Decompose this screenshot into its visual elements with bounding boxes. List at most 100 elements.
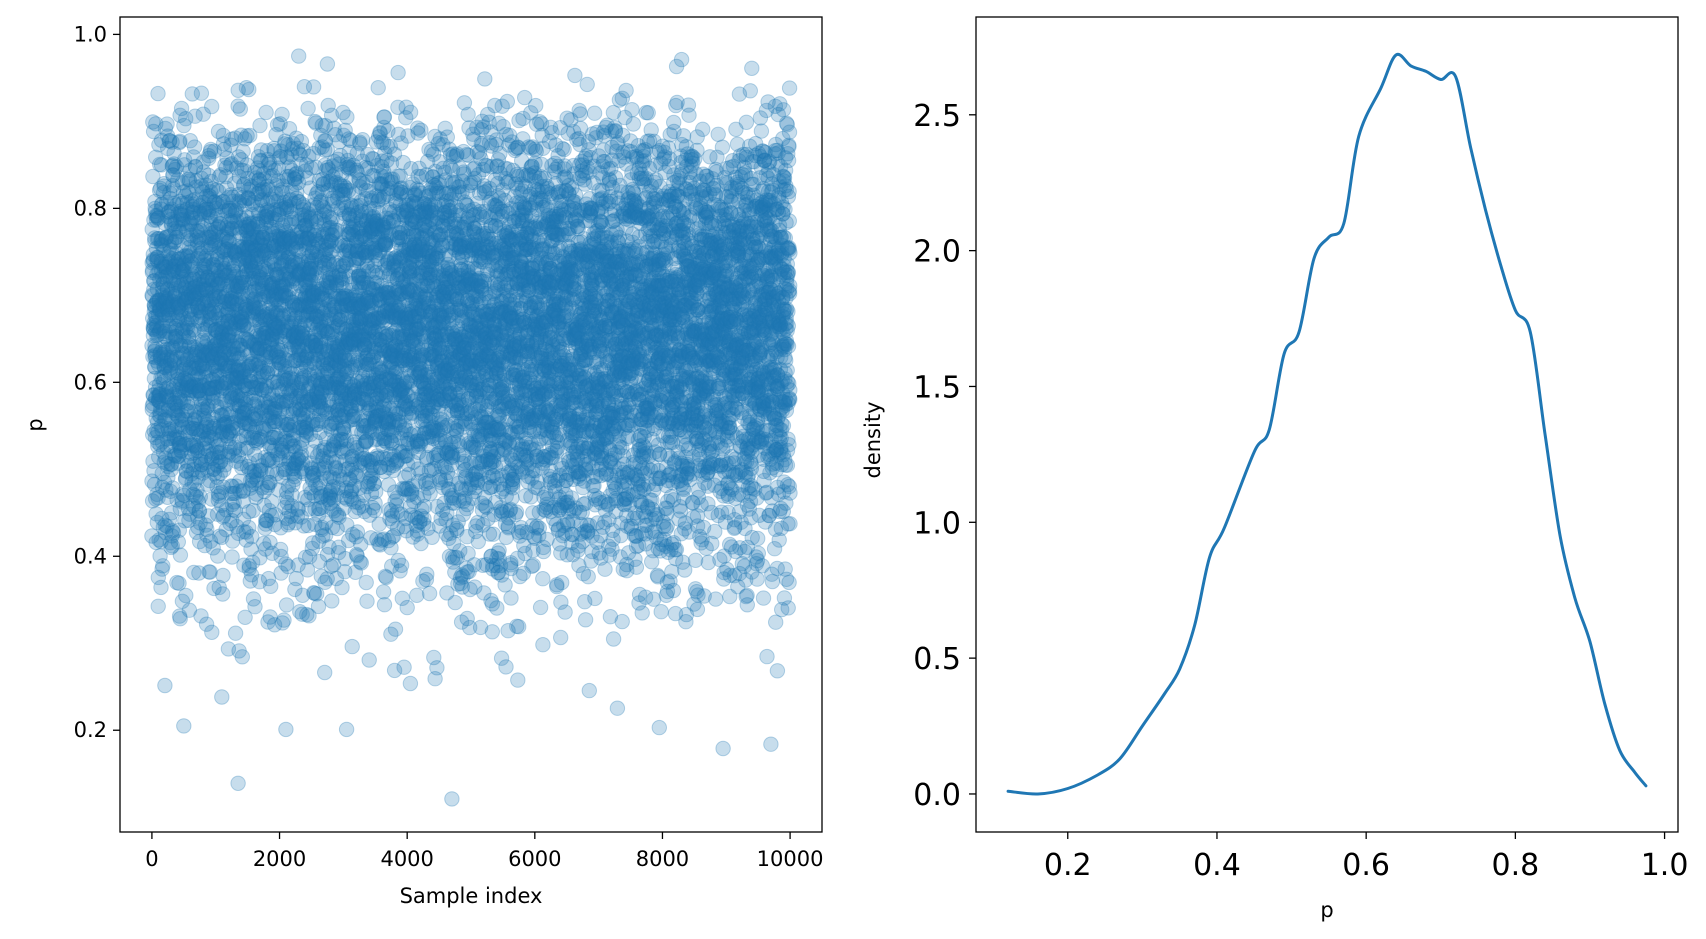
scatter-point: [157, 677, 173, 694]
scatter-point: [150, 392, 167, 408]
scatter-point: [150, 438, 166, 454]
scatter-point: [152, 387, 168, 403]
scatter-point: [145, 319, 161, 336]
scatter-point: [151, 532, 167, 548]
scatter-point: [151, 386, 167, 403]
scatter-point: [152, 156, 168, 173]
scatter-point: [153, 253, 169, 269]
scatter-point: [317, 664, 333, 681]
scatter-point: [147, 233, 163, 249]
scatter-point: [154, 479, 171, 495]
scatter-point: [310, 598, 327, 615]
scatter-point: [154, 434, 171, 450]
scatter-point: [145, 252, 162, 268]
scatter-point: [144, 473, 160, 489]
scatter-point: [145, 427, 161, 443]
scatter-point: [144, 337, 160, 354]
trace-plot: 0 2000 4000 6000 8000 10000 0.20.40.60.81.0 S…: [23, 16, 823, 908]
scatter-point: [396, 659, 412, 675]
scatter-point: [146, 297, 163, 314]
scatter-point: [152, 346, 168, 362]
scatter-point: [151, 137, 167, 153]
scatter-point: [148, 323, 164, 339]
scatter-point: [153, 533, 169, 550]
scatter-point: [144, 287, 160, 303]
scatter-point: [148, 240, 165, 257]
scatter-point: [361, 652, 377, 668]
scatter-point: [156, 325, 172, 342]
scatter-point: [146, 273, 162, 289]
scatter-point: [152, 436, 168, 453]
scatter-point: [144, 528, 160, 544]
scatter-point: [154, 510, 170, 527]
scatter-point: [334, 579, 350, 596]
scatter-point: [145, 453, 161, 469]
scatter-point: [147, 342, 164, 358]
scatter-point: [152, 394, 169, 411]
scatter-point: [155, 519, 172, 535]
scatter-point: [154, 422, 170, 438]
scatter-point: [215, 586, 231, 602]
scatter-point: [144, 262, 161, 278]
scatter-point: [146, 315, 162, 331]
scatter-point: [359, 593, 375, 609]
scatter-point: [147, 349, 163, 366]
scatter-point: [149, 266, 165, 282]
scatter-point: [145, 123, 162, 140]
scatter-point: [419, 566, 435, 582]
scatter-point: [146, 212, 162, 228]
scatter-point: [146, 370, 163, 387]
scatter-point: [150, 434, 166, 450]
scatter-point: [402, 675, 419, 692]
scatter-point: [145, 349, 161, 365]
scatter-point: [148, 149, 164, 166]
scatter-point: [153, 350, 169, 367]
scatter-point: [146, 463, 162, 479]
scatter-point: [252, 117, 268, 134]
scatter-point: [422, 485, 438, 502]
scatter-point: [146, 422, 162, 439]
scatter-point: [152, 548, 168, 564]
scatter-point: [429, 660, 445, 676]
scatter-point: [413, 122, 429, 138]
scatter-point: [154, 280, 171, 296]
scatter-point: [354, 132, 371, 148]
scatter-point: [151, 388, 167, 405]
scatter-point: [147, 308, 164, 325]
scatter-point: [147, 230, 163, 246]
scatter-point: [148, 353, 165, 369]
scatter-point: [460, 106, 476, 123]
scatter-point: [153, 255, 170, 272]
scatter-point: [154, 263, 170, 279]
scatter-point: [156, 374, 172, 390]
scatter-point: [154, 287, 171, 303]
scatter-point: [147, 359, 163, 375]
scatter-point: [368, 484, 384, 500]
scatter-point: [145, 387, 161, 403]
scatter-point: [155, 346, 172, 362]
scatter-point: [147, 203, 164, 220]
scatter-point: [234, 649, 251, 665]
scatter-point: [149, 422, 165, 439]
scatter-point: [148, 309, 165, 325]
scatter-point: [145, 310, 161, 326]
scatter-point: [146, 304, 163, 320]
scatter-point: [278, 597, 295, 613]
scatter-point: [390, 64, 406, 81]
scatter-point: [274, 106, 290, 123]
scatter-point: [151, 301, 168, 318]
scatter-point: [375, 584, 392, 600]
scatter-point: [300, 100, 316, 117]
scatter-point: [149, 207, 165, 224]
scatter-point: [155, 185, 172, 201]
scatter-point: [151, 392, 167, 409]
scatter-point: [210, 548, 226, 564]
scatter-point: [324, 593, 340, 609]
scatter-point: [150, 382, 166, 399]
scatter-point: [409, 587, 425, 603]
scatter-point: [148, 410, 164, 426]
scatter-point: [148, 295, 164, 311]
scatter-point: [150, 231, 167, 247]
scatter-point: [148, 534, 164, 551]
scatter-point: [215, 567, 231, 584]
